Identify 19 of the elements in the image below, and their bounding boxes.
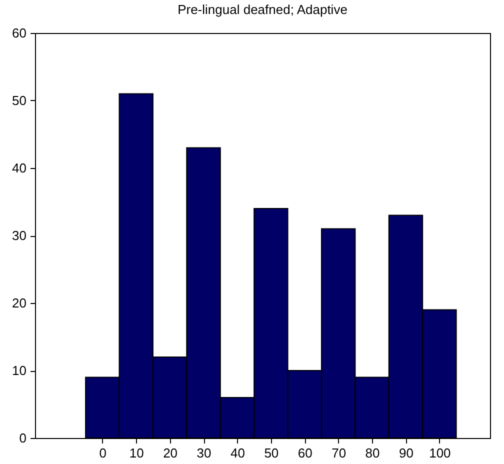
x-tick-label: 20 (163, 446, 178, 460)
y-tick-label: 0 (19, 430, 26, 446)
x-tick-label: 70 (332, 446, 346, 460)
x-tick-label: 80 (365, 446, 380, 460)
y-tick-label: 10 (12, 363, 26, 378)
x-tick-label: 90 (399, 446, 414, 460)
x-tick-label: 10 (129, 446, 144, 460)
y-tick-label: 60 (12, 26, 26, 40)
x-tick-label: 100 (429, 446, 451, 460)
chart-title: Pre-lingual deafned; Adaptive (178, 2, 348, 17)
x-tick-label: 0 (99, 446, 107, 460)
y-tick-label: 50 (12, 93, 26, 108)
x-tick-label: 40 (230, 446, 245, 460)
x-tick-label: 30 (196, 446, 212, 460)
x-tick-label: 60 (298, 446, 312, 460)
y-tick-label: 20 (12, 296, 26, 310)
y-tick-label: 30 (12, 228, 26, 243)
x-tick-label: 50 (264, 446, 279, 460)
y-tick-label: 40 (12, 160, 26, 176)
